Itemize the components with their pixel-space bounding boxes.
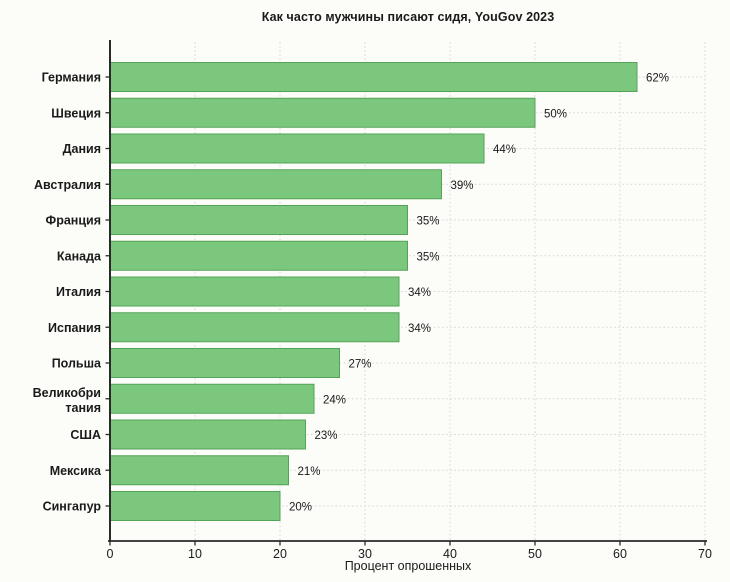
category-label: Швеция: [51, 106, 101, 120]
category-label: Мексика: [50, 464, 102, 478]
value-label: 34%: [408, 287, 431, 299]
x-tick-label: 20: [273, 547, 287, 561]
value-label: 50%: [544, 108, 567, 120]
x-tick-label: 70: [698, 547, 712, 561]
category-label: Франция: [46, 214, 101, 228]
bar-1: [110, 97, 536, 128]
x-tick-label: 40: [443, 547, 457, 561]
x-tick-label: 60: [613, 547, 627, 561]
chart-title: Как часто мужчины писают сидя, YouGov 20…: [261, 10, 555, 24]
category-label: Испания: [48, 321, 101, 335]
bar-0: [110, 62, 638, 92]
bar-8: [110, 348, 340, 378]
value-label: 23%: [315, 430, 338, 442]
category-label: Италия: [56, 285, 101, 299]
value-label: 20%: [289, 502, 312, 514]
value-label: 21%: [298, 466, 321, 478]
x-tick-label: 30: [358, 547, 372, 561]
value-label: 35%: [417, 251, 440, 263]
category-label: Великобри тания: [33, 386, 101, 415]
x-tick-label: 50: [528, 547, 542, 561]
category-label: Польша: [52, 357, 102, 371]
value-label: 24%: [323, 394, 346, 406]
category-label: США: [70, 428, 101, 442]
category-label: Сингапур: [43, 500, 102, 514]
category-label: Германия: [42, 71, 101, 85]
bar-10: [110, 419, 306, 450]
category-label: Австралия: [34, 178, 101, 192]
bar-5: [110, 240, 408, 271]
x-axis-label: Процент опрошенных: [344, 559, 472, 573]
x-tick-label: 0: [107, 547, 114, 561]
bar-9: [110, 383, 315, 414]
category-label: Канада: [57, 249, 102, 263]
bar-12: [110, 491, 281, 521]
category-label: Дания: [63, 142, 101, 156]
bar-11: [110, 455, 289, 486]
bar-2: [110, 133, 485, 164]
x-tick-label: 10: [188, 547, 202, 561]
bar-3: [110, 169, 442, 200]
value-label: 35%: [417, 216, 440, 228]
value-label: 39%: [451, 180, 474, 192]
bar-7: [110, 312, 400, 343]
value-label: 62%: [646, 73, 669, 85]
value-label: 27%: [349, 359, 372, 371]
bar-4: [110, 205, 408, 235]
value-label: 44%: [493, 144, 516, 156]
value-label: 34%: [408, 323, 431, 335]
bar-6: [110, 276, 400, 307]
